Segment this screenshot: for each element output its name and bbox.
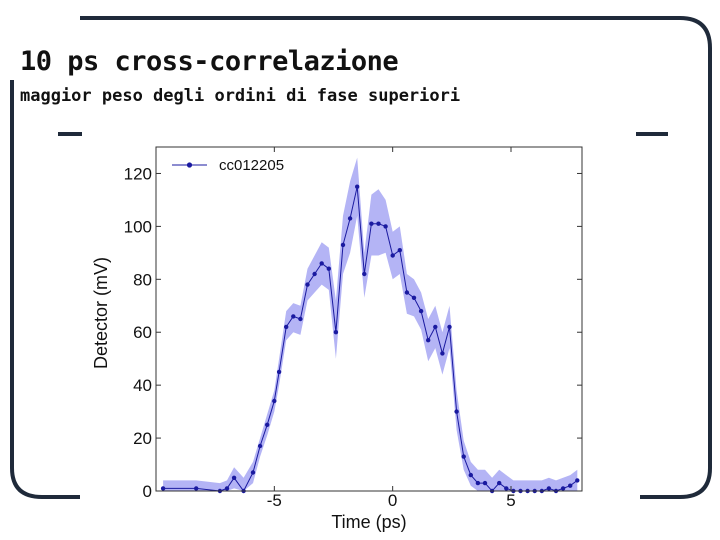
data-point: [333, 330, 339, 335]
y-axis-label: Detector (mV): [91, 257, 111, 369]
y-tick-label: 120: [124, 164, 152, 183]
data-point: [257, 443, 263, 449]
data-point: [461, 454, 466, 459]
slide-title: 10 ps cross-correlazione: [20, 46, 399, 77]
data-point: [383, 224, 388, 229]
data-point: [560, 486, 566, 491]
data-point: [433, 324, 438, 330]
y-tick-label: 20: [133, 429, 152, 448]
data-point: [224, 486, 230, 491]
x-tick-label: 5: [506, 491, 515, 510]
data-point: [326, 266, 331, 271]
axis-ticks: 0 20 40 60 80 100 120 -5 0 5: [124, 147, 582, 510]
x-tick-label: -5: [267, 491, 282, 510]
data-point: [340, 242, 346, 248]
data-point: [231, 475, 237, 480]
data-point: [404, 290, 410, 295]
data-point: [319, 261, 324, 266]
series-marker-layer: [160, 184, 580, 494]
data-point: [482, 480, 488, 486]
data-point: [376, 221, 381, 226]
data-point: [475, 480, 481, 486]
series-line: [163, 186, 578, 492]
y-tick-label: 100: [124, 217, 152, 236]
data-point: [276, 369, 282, 375]
data-point: [298, 316, 303, 322]
data-point: [504, 486, 509, 491]
data-point: [454, 409, 459, 414]
data-point: [568, 483, 573, 488]
uncertainty-band-layer: [163, 157, 578, 491]
data-point: [355, 184, 360, 189]
data-point: [411, 295, 417, 300]
x-tick-label: 0: [388, 491, 397, 510]
data-point: [418, 308, 424, 314]
uncertainty-band: [163, 157, 578, 491]
data-point: [575, 478, 580, 483]
data-point: [272, 398, 277, 404]
y-tick-label: 40: [133, 376, 152, 395]
data-point: [194, 486, 199, 491]
data-point: [440, 351, 445, 356]
plot-area-border: [155, 146, 583, 492]
data-point: [312, 271, 317, 277]
y-tick-label: 80: [133, 270, 152, 289]
y-tick-label: 60: [133, 323, 152, 342]
slide-subtitle: maggior peso degli ordini di fase superi…: [20, 86, 461, 106]
data-point: [250, 470, 256, 475]
data-point: [426, 338, 431, 343]
series-line-layer: [163, 186, 578, 492]
data-point: [160, 486, 166, 491]
data-point: [305, 282, 310, 287]
data-point: [468, 472, 473, 478]
data-point: [291, 314, 296, 319]
x-axis-label: Time (ps): [331, 512, 406, 532]
frame-gap-bottom: [80, 488, 640, 518]
data-point: [497, 480, 502, 486]
data-point: [397, 248, 402, 253]
data-point: [284, 324, 289, 330]
legend-label: cc012205: [219, 157, 284, 174]
data-point: [546, 486, 552, 491]
data-point: [362, 271, 367, 277]
data-point: [265, 422, 270, 427]
y-tick-label: 0: [143, 482, 152, 501]
frame-gap-top-left: [0, 0, 80, 80]
data-point: [390, 253, 395, 258]
data-point: [369, 221, 374, 226]
legend: cc012205: [172, 157, 284, 174]
legend-marker-sample: [186, 162, 193, 168]
data-point: [347, 216, 353, 221]
data-point: [447, 324, 452, 330]
